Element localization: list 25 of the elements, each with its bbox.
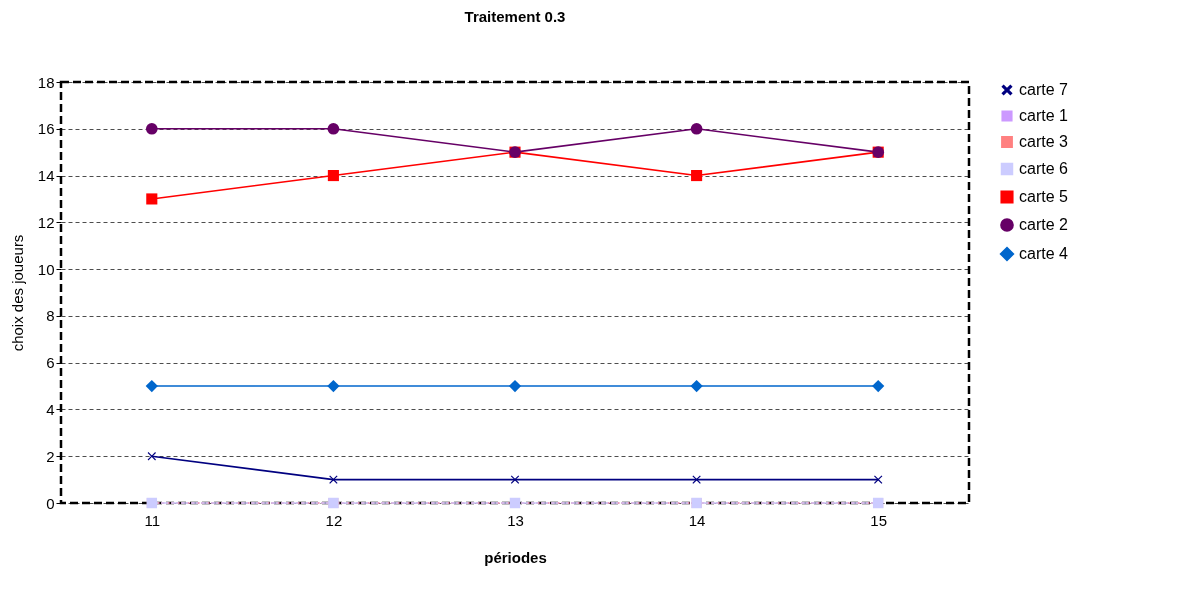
legend-label: carte 4 — [1019, 245, 1069, 262]
y-tick-label: 0 — [46, 494, 55, 512]
y-tick-label: 18 — [37, 73, 55, 91]
chart-title: Traitement 0.3 — [464, 8, 566, 25]
legend-label: carte 2 — [1019, 216, 1069, 233]
y-tick-label: 12 — [37, 213, 55, 231]
y-axis-title: choix des joueurs — [8, 234, 26, 352]
legend-label: carte 3 — [1019, 133, 1069, 150]
x-axis-title: périodes — [484, 548, 547, 566]
y-tick-label: 6 — [46, 354, 55, 372]
legend-label: carte 1 — [1019, 107, 1069, 124]
y-tick-label: 2 — [46, 447, 55, 465]
x-tick-label: 15 — [870, 511, 888, 529]
y-tick-label: 14 — [37, 167, 55, 185]
legend-label: carte 6 — [1019, 160, 1069, 177]
legend-label: carte 7 — [1019, 81, 1069, 98]
y-tick-label: 4 — [46, 400, 55, 418]
x-tick-label: 14 — [688, 511, 706, 529]
legend-label: carte 5 — [1019, 188, 1069, 205]
y-tick-label: 16 — [37, 120, 55, 138]
x-tick-label: 13 — [507, 511, 524, 529]
y-tick-label: 8 — [46, 307, 55, 325]
x-tick-label: 12 — [325, 511, 343, 529]
y-tick-label: 10 — [37, 260, 55, 278]
x-tick-label: 11 — [144, 511, 161, 529]
